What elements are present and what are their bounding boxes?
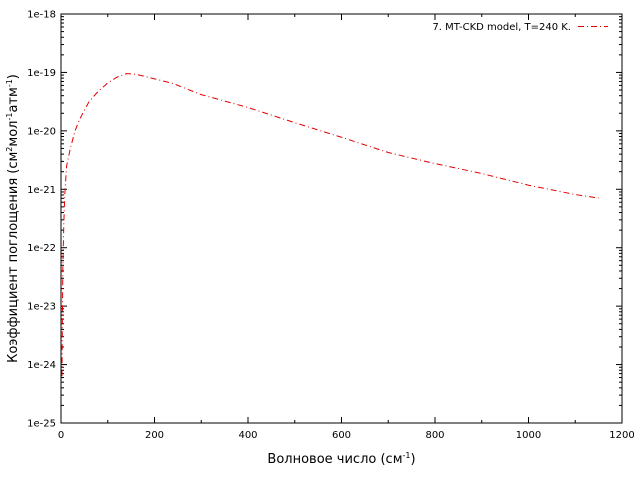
y-axis-label-part: Коэффициент поглощения (см xyxy=(6,152,21,363)
series-layer xyxy=(61,73,599,377)
x-tick-label: 800 xyxy=(425,430,444,441)
y-tick-label: 1e-22 xyxy=(27,243,56,254)
x-axis-label-superscript: -1 xyxy=(403,451,411,460)
x-axis-label-main: Волновое число (см xyxy=(267,452,402,467)
x-tick-label: 200 xyxy=(145,430,164,441)
y-axis-label-part: мол xyxy=(6,121,21,147)
legend: 7. MT-CKD model, T=240 K. xyxy=(432,22,608,33)
x-tick-label: 0 xyxy=(58,430,64,441)
series-line xyxy=(61,73,599,377)
y-tick-label: 1e-21 xyxy=(27,185,56,196)
y-tick-label: 1e-23 xyxy=(27,302,56,313)
y-tick-label: 1e-24 xyxy=(27,360,56,371)
y-axis-label-superscript: -1 xyxy=(5,113,14,121)
y-tick-label: 1e-19 xyxy=(27,68,56,79)
x-axis-label: Волновое число (см-1) xyxy=(267,451,415,467)
y-axis-label-superscript: 2 xyxy=(5,147,14,152)
y-tick-label: 1e-18 xyxy=(27,10,56,21)
y-tick-label: 1e-20 xyxy=(27,126,56,137)
ticks-layer: 0 200 400 600 800 1000 1200 1e-25 1e-24 1e-23 1e-2… xyxy=(27,10,635,442)
x-tick-label: 400 xyxy=(238,430,257,441)
y-tick-label: 1e-25 xyxy=(27,419,56,430)
x-tick-label: 1200 xyxy=(609,430,634,441)
x-tick-label: 600 xyxy=(332,430,351,441)
y-axis-label-part: атм xyxy=(6,87,21,112)
x-tick-label: 1000 xyxy=(516,430,541,441)
y-axis-label-superscript: -1 xyxy=(5,79,14,87)
y-axis-label-part: ) xyxy=(6,74,21,79)
x-axis-label-end: ) xyxy=(410,452,415,467)
y-axis-label: Коэффициент поглощения (см2мол-1атм-1) xyxy=(5,74,21,363)
legend-entry-label: 7. MT-CKD model, T=240 K. xyxy=(432,22,571,33)
